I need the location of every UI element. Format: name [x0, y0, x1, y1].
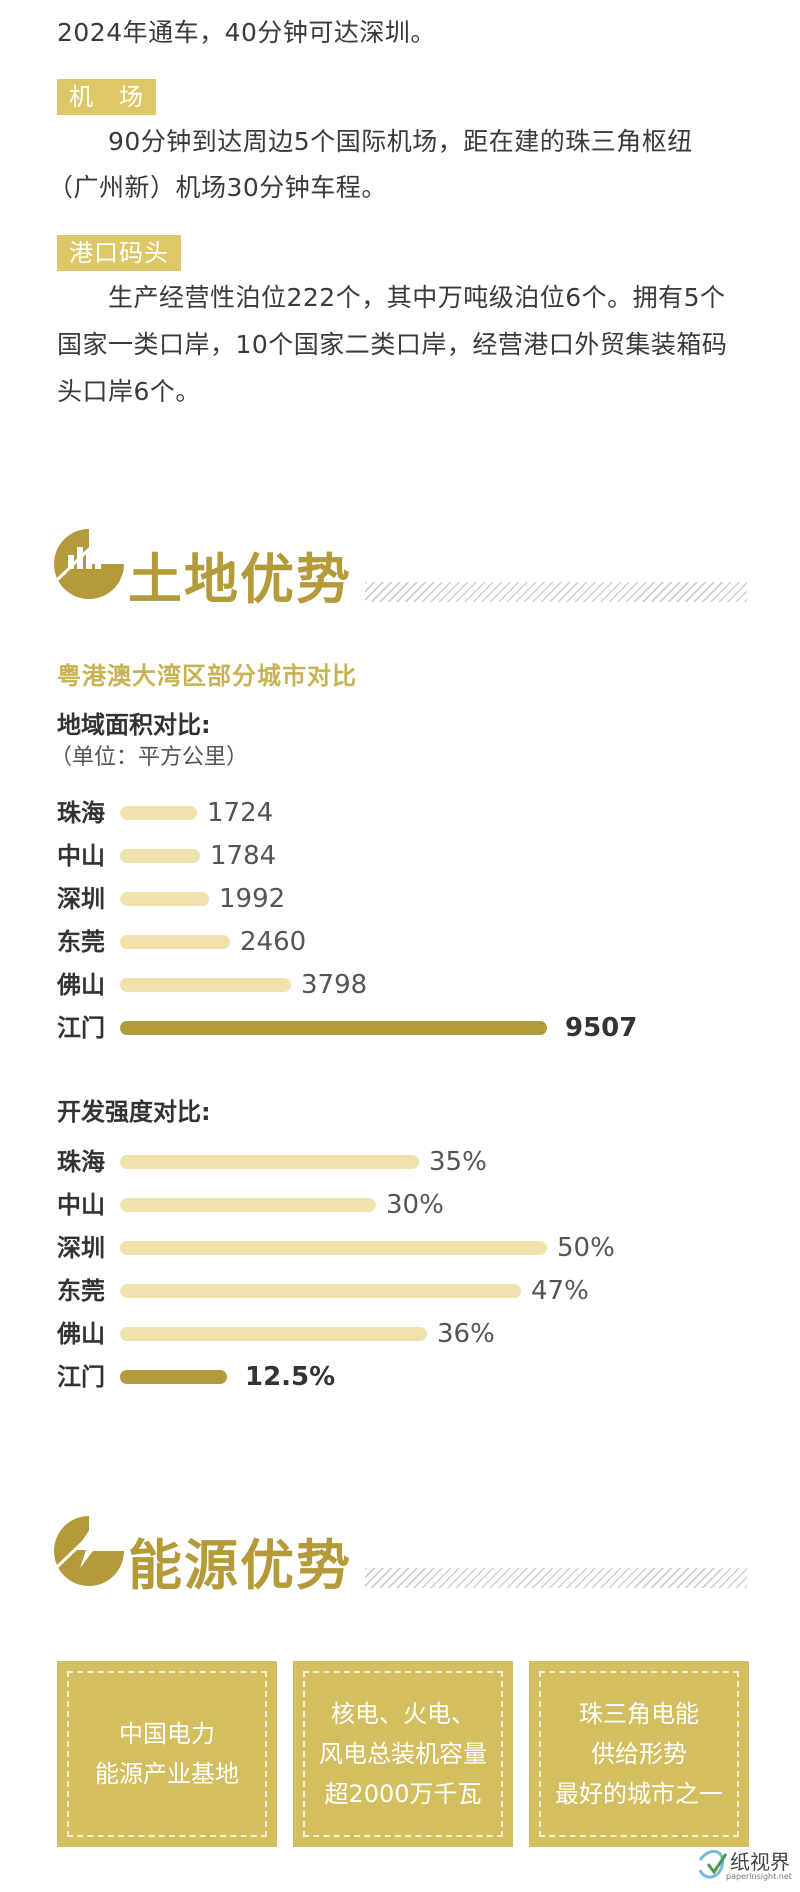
port-tag: 港口码头	[57, 235, 181, 271]
bar	[120, 892, 209, 906]
bar-row: 深圳 50%	[57, 1230, 757, 1266]
bar	[120, 1021, 547, 1035]
bar	[120, 849, 200, 863]
energy-box-1: 中国电力 能源产业基地	[57, 1661, 277, 1847]
bar-row: 东莞 47%	[57, 1273, 757, 1309]
watermark-text: 纸视界	[730, 1850, 790, 1874]
bar-value-label: 9507	[565, 1013, 638, 1043]
bar-chart-icon	[50, 525, 128, 603]
bar	[120, 1241, 547, 1255]
bar-category-label: 深圳	[57, 1234, 105, 1262]
bar-category-label: 东莞	[57, 1277, 105, 1305]
bar	[120, 1198, 376, 1212]
bar-category-label: 中山	[57, 842, 105, 870]
bar-row: 江门 9507	[57, 1010, 757, 1046]
bar-value-label: 1784	[210, 841, 277, 871]
bar-category-label: 珠海	[57, 799, 105, 827]
energy-title-hatch	[365, 1568, 747, 1588]
energy-box-2-text: 核电、火电、 风电总装机容量 超2000万千瓦	[319, 1700, 487, 1808]
bar-value-label: 35%	[429, 1147, 487, 1177]
bar	[120, 978, 291, 992]
bar-row: 珠海 1724	[57, 795, 757, 831]
port-text-line-1: 生产经营性泊位222个，其中万吨级泊位6个。拥有5个	[108, 283, 726, 312]
intro-text: 2024年通车，40分钟可达深圳。	[57, 18, 436, 47]
energy-box-2: 核电、火电、 风电总装机容量 超2000万千瓦	[293, 1661, 513, 1847]
land-section-title: 土地优势	[128, 548, 352, 611]
bar-category-label: 中山	[57, 1191, 105, 1219]
lightning-icon	[50, 1512, 128, 1590]
intensity-chart-title: 开发强度对比:	[57, 1098, 211, 1126]
bar-value-label: 36%	[437, 1319, 495, 1349]
bar	[120, 806, 197, 820]
bar-value-label: 1992	[219, 884, 286, 914]
bar-value-label: 47%	[531, 1276, 589, 1306]
energy-box-3-text: 珠三角电能 供给形势 最好的城市之一	[555, 1700, 723, 1808]
energy-box-1-text: 中国电力 能源产业基地	[95, 1720, 239, 1788]
bar-category-label: 深圳	[57, 885, 105, 913]
bar-row: 江门 12.5%	[57, 1359, 757, 1395]
bar-row: 佛山 36%	[57, 1316, 757, 1352]
bar-value-label: 3798	[301, 970, 368, 1000]
area-unit-note: （单位：平方公里）	[50, 745, 249, 770]
bar-value-label: 30%	[386, 1190, 444, 1220]
bar-value-label: 12.5%	[245, 1362, 336, 1392]
bar-category-label: 珠海	[57, 1148, 105, 1176]
bar-row: 东莞 2460	[57, 924, 757, 960]
bar-row: 深圳 1992	[57, 881, 757, 917]
bar	[120, 1370, 227, 1384]
watermark-subtext: paperinsight.net	[726, 1872, 792, 1881]
bar-value-label: 2460	[240, 927, 307, 957]
bar-category-label: 江门	[57, 1363, 105, 1391]
port-text-line-2: 国家一类口岸，10个国家二类口岸，经营港口外贸集装箱码	[57, 330, 728, 359]
bar-category-label: 佛山	[57, 1320, 105, 1348]
airport-tag: 机 场	[57, 79, 156, 115]
bar-value-label: 50%	[557, 1233, 615, 1263]
bar	[120, 1284, 521, 1298]
bar-row: 珠海 35%	[57, 1144, 757, 1180]
airport-text-line-1: 90分钟到达周边5个国际机场，距在建的珠三角枢纽	[108, 127, 693, 156]
land-title-hatch	[365, 582, 747, 602]
area-chart-title: 地域面积对比:	[57, 711, 211, 739]
bar	[120, 1327, 427, 1341]
bar-category-label: 江门	[57, 1014, 105, 1042]
airport-text-line-2: （广州新）机场30分钟车程。	[48, 173, 387, 202]
bar	[120, 1155, 419, 1169]
bar-row: 中山 30%	[57, 1187, 757, 1223]
energy-box-3: 珠三角电能 供给形势 最好的城市之一	[529, 1661, 749, 1847]
bar-row: 佛山 3798	[57, 967, 757, 1003]
land-subtitle: 粤港澳大湾区部分城市对比	[57, 662, 357, 690]
port-text-line-3: 头口岸6个。	[57, 377, 201, 406]
bar	[120, 935, 230, 949]
bar-row: 中山 1784	[57, 838, 757, 874]
bar-value-label: 1724	[207, 798, 274, 828]
site-watermark: 纸视界 paperinsight.net	[696, 1840, 800, 1892]
bar-category-label: 佛山	[57, 971, 105, 999]
bar-category-label: 东莞	[57, 928, 105, 956]
energy-section-title: 能源优势	[128, 1534, 352, 1597]
